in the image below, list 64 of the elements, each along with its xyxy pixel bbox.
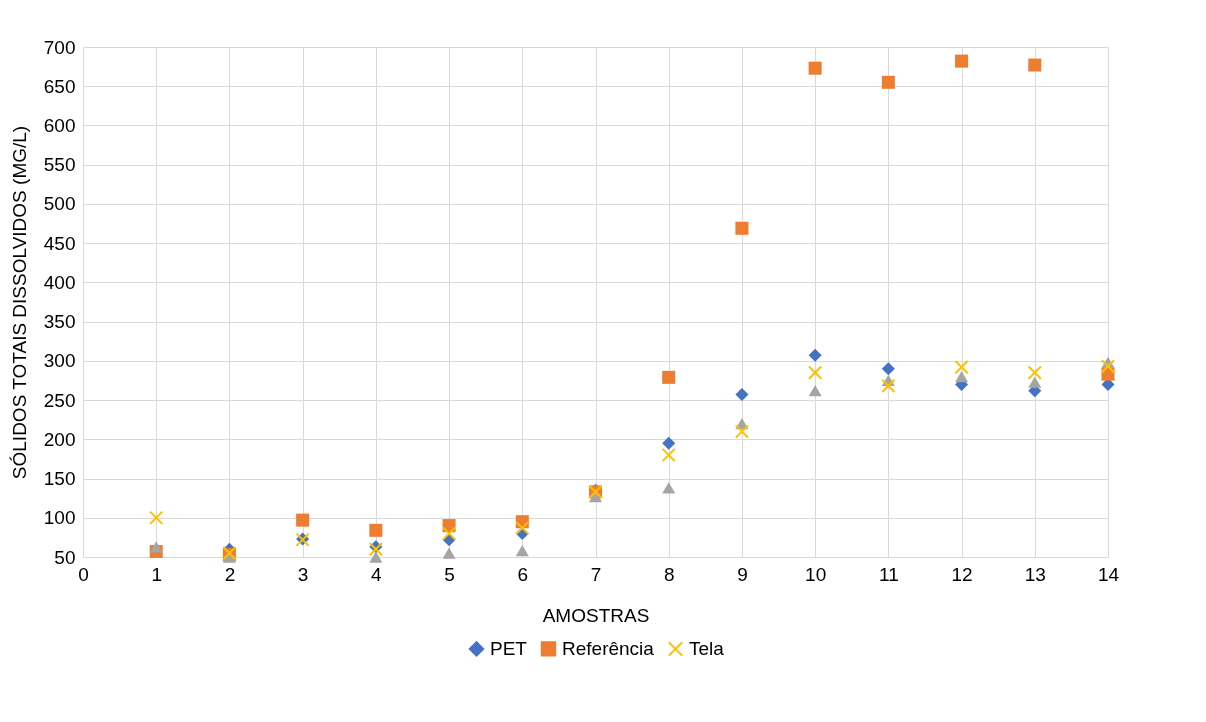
point <box>1100 359 1116 374</box>
point <box>955 54 969 68</box>
y-axis-title: SÓLIDOS TOTAIS DISSOLVIDOS (MG/L) <box>8 125 30 480</box>
y-tick-label: 350 <box>43 311 76 333</box>
x-tick-label: 1 <box>151 563 162 585</box>
x-tick-label: 7 <box>590 563 602 585</box>
x-axis-title: AMOSTRAS <box>542 604 650 626</box>
x-tick-label: 3 <box>297 563 309 585</box>
point <box>808 385 822 397</box>
point <box>662 482 676 494</box>
legend-label: PET <box>490 637 528 659</box>
legend-label: Tela <box>689 637 725 659</box>
point <box>734 424 750 439</box>
x-tick-label: 12 <box>951 563 973 585</box>
x-tick-label: 14 <box>1097 563 1120 585</box>
point <box>515 545 529 557</box>
point <box>1028 58 1042 72</box>
y-tick-label: 400 <box>43 271 76 293</box>
y-tick-label: 250 <box>43 389 76 411</box>
x-tick-label: 11 <box>878 563 899 585</box>
point <box>735 221 749 235</box>
point <box>808 61 822 75</box>
point <box>1028 376 1042 388</box>
x-tick-label: 10 <box>805 563 827 585</box>
point <box>369 551 383 563</box>
point <box>515 520 530 536</box>
point <box>735 388 749 402</box>
point <box>442 547 456 559</box>
y-tick-label: 550 <box>43 154 76 176</box>
x-tick-label: 9 <box>737 563 748 585</box>
y-tick-label: 450 <box>43 232 76 254</box>
point <box>955 370 969 383</box>
x-tick-label: 0 <box>78 563 89 585</box>
y-tick-label: 200 <box>43 428 76 450</box>
y-tick-label: 600 <box>43 114 76 136</box>
point <box>954 360 969 375</box>
x-tick-label: 4 <box>371 563 383 585</box>
y-tick-label: 650 <box>43 75 76 97</box>
point <box>296 513 310 527</box>
x-tick-label: 2 <box>224 563 236 585</box>
y-tick-label: 150 <box>43 468 76 490</box>
point <box>149 510 164 525</box>
point <box>808 348 822 362</box>
y-tick-label: 700 <box>43 36 76 58</box>
y-tick-label: 500 <box>43 193 76 215</box>
point <box>369 523 383 537</box>
point <box>662 370 676 384</box>
point <box>661 447 676 463</box>
y-tick-label: 100 <box>43 507 76 529</box>
x-tick-label: 5 <box>444 563 455 585</box>
x-tick-label: 6 <box>517 563 529 585</box>
point <box>808 365 823 380</box>
point <box>441 526 457 541</box>
point <box>881 75 895 89</box>
x-tick-label: 8 <box>663 563 675 585</box>
x-tick-label: 13 <box>1024 563 1046 585</box>
legend-label: Referência <box>562 637 655 659</box>
point <box>881 362 895 376</box>
y-tick-label: 300 <box>43 350 76 372</box>
point <box>881 378 896 394</box>
y-tick-label: 50 <box>54 546 76 568</box>
point <box>149 541 163 553</box>
point <box>1027 365 1042 380</box>
point <box>662 436 676 450</box>
